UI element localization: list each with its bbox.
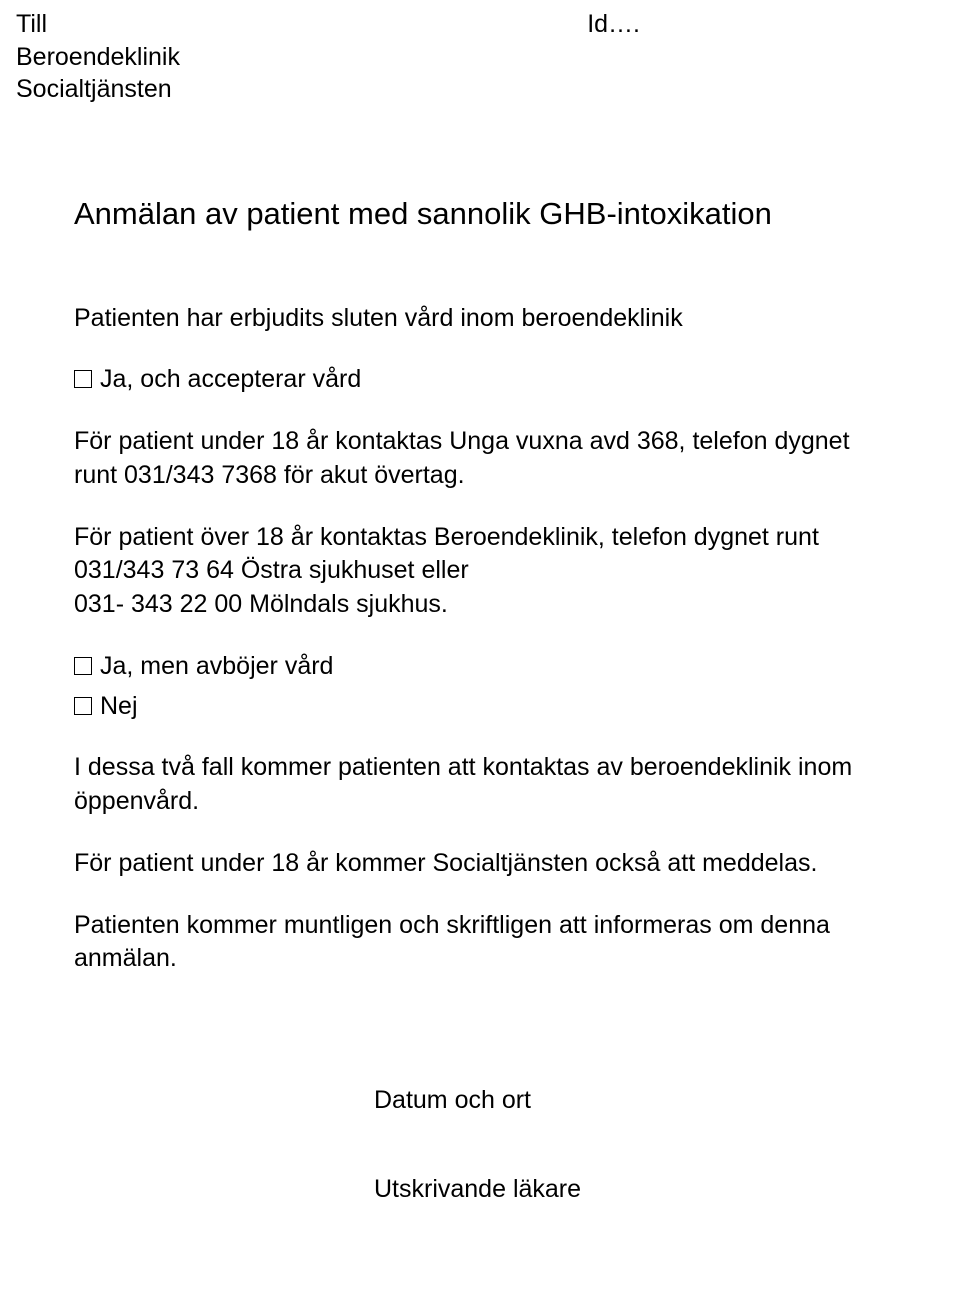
option-accept: Ja, och accepterar vård — [74, 363, 894, 397]
para-followup: I dessa två fall kommer patienten att ko… — [74, 751, 894, 819]
checkbox-decline[interactable] — [74, 657, 92, 675]
para-inform: Patienten kommer muntligen och skriftlig… — [74, 909, 894, 977]
header: Till Beroendeklinik Socialtjänsten Id…. — [16, 8, 900, 106]
page: Till Beroendeklinik Socialtjänsten Id…. … — [0, 0, 960, 1308]
footer-date-label: Datum och ort — [374, 1086, 531, 1114]
footer-date: Datum och ort — [74, 1086, 900, 1115]
header-klinik: Beroendeklinik — [16, 41, 180, 74]
para-over-18-line1: För patient över 18 år kontaktas Beroend… — [74, 523, 819, 585]
header-social: Socialtjänsten — [16, 73, 180, 106]
footer-sign: Utskrivande läkare — [74, 1175, 900, 1204]
body: Anmälan av patient med sannolik GHB-into… — [74, 196, 894, 977]
para-under-18: För patient under 18 år kontaktas Unga v… — [74, 425, 894, 493]
header-id: Id…. — [587, 8, 900, 106]
para-social: För patient under 18 år kommer Socialtjä… — [74, 847, 894, 881]
para-over-18-line2: 031- 343 22 00 Mölndals sjukhus. — [74, 590, 448, 618]
option-decline-label: Ja, men avböjer vård — [100, 652, 333, 680]
option-decline: Ja, men avböjer vård — [74, 650, 894, 684]
header-left: Till Beroendeklinik Socialtjänsten — [16, 8, 180, 106]
checkbox-no[interactable] — [74, 697, 92, 715]
header-to: Till — [16, 8, 180, 41]
option-no-label: Nej — [100, 692, 138, 720]
para-over-18: För patient över 18 år kontaktas Beroend… — [74, 521, 894, 622]
document-title: Anmälan av patient med sannolik GHB-into… — [74, 196, 894, 232]
option-no: Nej — [74, 690, 894, 724]
footer-sign-label: Utskrivande läkare — [374, 1175, 581, 1203]
intro-text: Patienten har erbjudits sluten vård inom… — [74, 302, 894, 336]
checkbox-accept[interactable] — [74, 370, 92, 388]
option-accept-label: Ja, och accepterar vård — [100, 365, 361, 393]
